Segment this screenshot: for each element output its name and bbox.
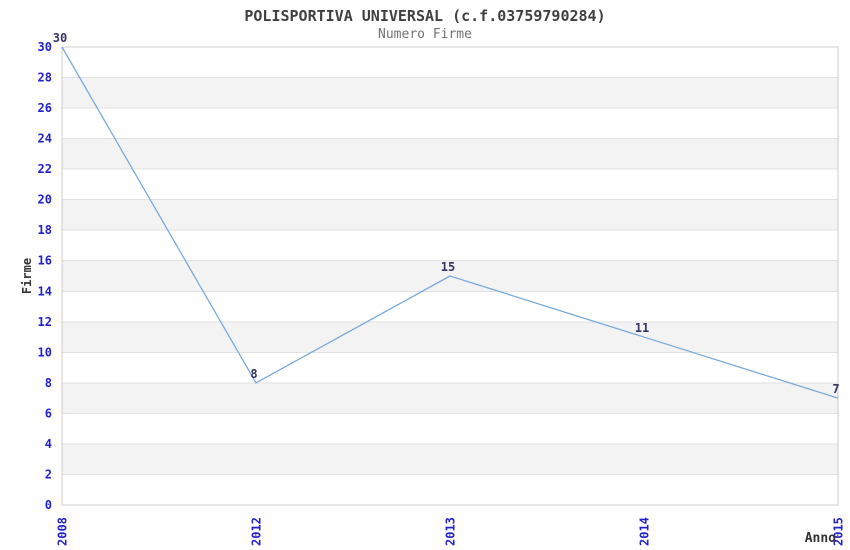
- y-tick-label: 14: [38, 284, 52, 298]
- y-axis-title: Firme: [20, 258, 34, 294]
- grid-band: [62, 199, 838, 231]
- grid-band: [62, 321, 838, 353]
- y-tick-label: 26: [38, 101, 52, 115]
- x-tick-label: 2008: [56, 517, 70, 546]
- grid-band: [62, 443, 838, 475]
- data-label: 30: [53, 31, 67, 45]
- x-tick-label: 2013: [444, 517, 458, 546]
- y-tick-label: 4: [45, 437, 52, 451]
- data-label: 11: [635, 321, 649, 335]
- data-label: 7: [832, 382, 839, 396]
- x-tick-label: 2012: [250, 517, 264, 546]
- y-tick-label: 6: [45, 406, 52, 420]
- grid-band: [62, 77, 838, 109]
- y-tick-label: 16: [38, 254, 52, 268]
- y-tick-label: 22: [38, 162, 52, 176]
- y-tick-label: 8: [45, 376, 52, 390]
- x-axis-title: Anno: [805, 531, 836, 546]
- y-tick-label: 0: [45, 498, 52, 512]
- y-tick-label: 18: [38, 223, 52, 237]
- data-label: 8: [250, 367, 257, 381]
- y-tick-label: 24: [38, 132, 52, 146]
- y-tick-label: 10: [38, 345, 52, 359]
- y-tick-label: 2: [45, 467, 52, 481]
- plot-border: [61, 46, 839, 506]
- grid-band: [62, 138, 838, 170]
- grid-band: [62, 382, 838, 414]
- y-tick-label: 28: [38, 71, 52, 85]
- y-tick-label: 12: [38, 315, 52, 329]
- y-tick-label: 30: [38, 40, 52, 54]
- chart-subtitle: Numero Firme: [378, 27, 472, 42]
- data-line: [61, 46, 839, 399]
- x-tick-label: 2015: [832, 517, 846, 546]
- y-tick-label: 20: [38, 193, 52, 207]
- chart-title: POLISPORTIVA UNIVERSAL (c.f.03759790284): [244, 7, 606, 25]
- x-tick-label: 2014: [638, 517, 652, 546]
- data-label: 15: [441, 260, 455, 274]
